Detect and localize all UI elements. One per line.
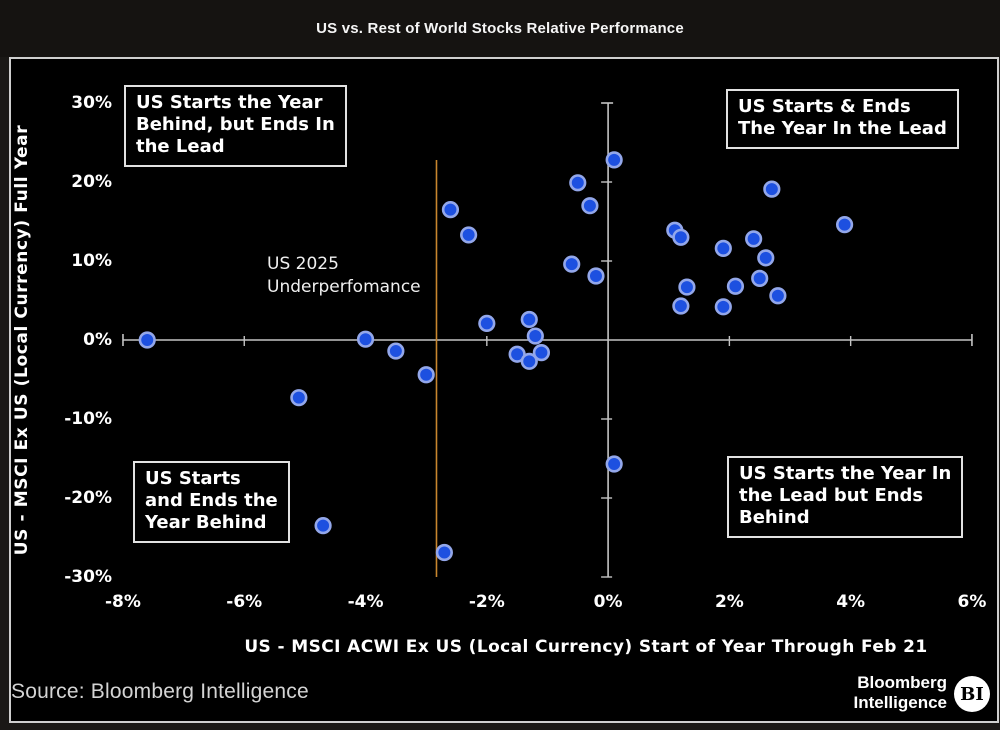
page-title: US vs. Rest of World Stocks Relative Per… bbox=[316, 20, 684, 37]
data-point bbox=[417, 366, 435, 384]
x-tick-label: 4% bbox=[836, 592, 866, 612]
data-point bbox=[751, 269, 769, 287]
source-text: Source: Bloomberg Intelligence bbox=[11, 680, 309, 703]
x-tick-label: -6% bbox=[226, 592, 263, 612]
bi-logo-icon: BI bbox=[954, 676, 990, 712]
data-point bbox=[435, 543, 453, 562]
y-tick-label: 10% bbox=[71, 251, 112, 271]
x-tick-label: -4% bbox=[347, 592, 384, 612]
y-tick-label: -30% bbox=[64, 567, 112, 587]
chart-panel bbox=[9, 57, 999, 723]
data-point bbox=[726, 277, 745, 295]
quadrant-label-top-left: US Starts the Year Behind, but Ends In t… bbox=[124, 85, 347, 167]
data-point bbox=[563, 255, 581, 273]
data-point bbox=[478, 314, 496, 333]
data-point bbox=[835, 216, 854, 234]
x-tick-label: 6% bbox=[957, 592, 987, 612]
data-point bbox=[314, 517, 332, 535]
brand-wordmark: Bloomberg Intelligence bbox=[853, 673, 947, 714]
data-point bbox=[605, 455, 623, 473]
data-point bbox=[441, 201, 460, 219]
data-point bbox=[532, 344, 550, 362]
data-point bbox=[569, 174, 587, 192]
data-point bbox=[769, 287, 787, 305]
data-point bbox=[520, 310, 538, 329]
x-tick-label: 0% bbox=[593, 592, 623, 612]
brand-line1: Bloomberg bbox=[857, 673, 947, 692]
data-point bbox=[520, 352, 538, 370]
data-point bbox=[387, 342, 405, 360]
data-point bbox=[605, 151, 623, 169]
y-tick-label: 0% bbox=[83, 330, 112, 350]
y-tick-label: -20% bbox=[64, 488, 112, 508]
data-point bbox=[714, 298, 732, 316]
data-point bbox=[757, 249, 775, 267]
quadrant-label-bottom-right: US Starts the Year In the Lead but Ends … bbox=[727, 456, 964, 538]
data-point bbox=[587, 267, 605, 285]
y-tick-label: -10% bbox=[64, 409, 112, 429]
data-point bbox=[526, 327, 544, 345]
title-bar: US vs. Rest of World Stocks Relative Per… bbox=[0, 0, 1000, 57]
x-tick-label: -2% bbox=[468, 592, 505, 612]
data-point bbox=[745, 230, 763, 248]
data-point bbox=[290, 389, 308, 407]
reference-line-label: US 2025 Underperfomance bbox=[267, 254, 421, 297]
brand-line2: Intelligence bbox=[853, 693, 947, 713]
y-tick-label: 20% bbox=[71, 172, 112, 192]
data-point bbox=[714, 239, 732, 257]
x-axis-title: US - MSCI ACWI Ex US (Local Currency) St… bbox=[244, 637, 928, 657]
x-tick-label: -8% bbox=[105, 592, 141, 612]
data-point bbox=[672, 297, 690, 315]
data-point bbox=[356, 330, 375, 348]
quadrant-label-top-right: US Starts & Ends The Year In the Lead bbox=[726, 89, 959, 149]
x-tick-label: 2% bbox=[714, 592, 744, 612]
data-point bbox=[672, 228, 690, 246]
data-point bbox=[138, 331, 156, 349]
y-tick-label: 30% bbox=[71, 93, 112, 113]
data-point bbox=[763, 180, 781, 198]
quadrant-label-bottom-left: US Starts and Ends the Year Behind bbox=[133, 461, 290, 543]
data-point bbox=[460, 226, 478, 244]
y-axis-title: US - MSCI Ex US (Local Currency) Full Ye… bbox=[12, 124, 32, 556]
data-point bbox=[581, 197, 599, 215]
data-point bbox=[678, 278, 696, 296]
